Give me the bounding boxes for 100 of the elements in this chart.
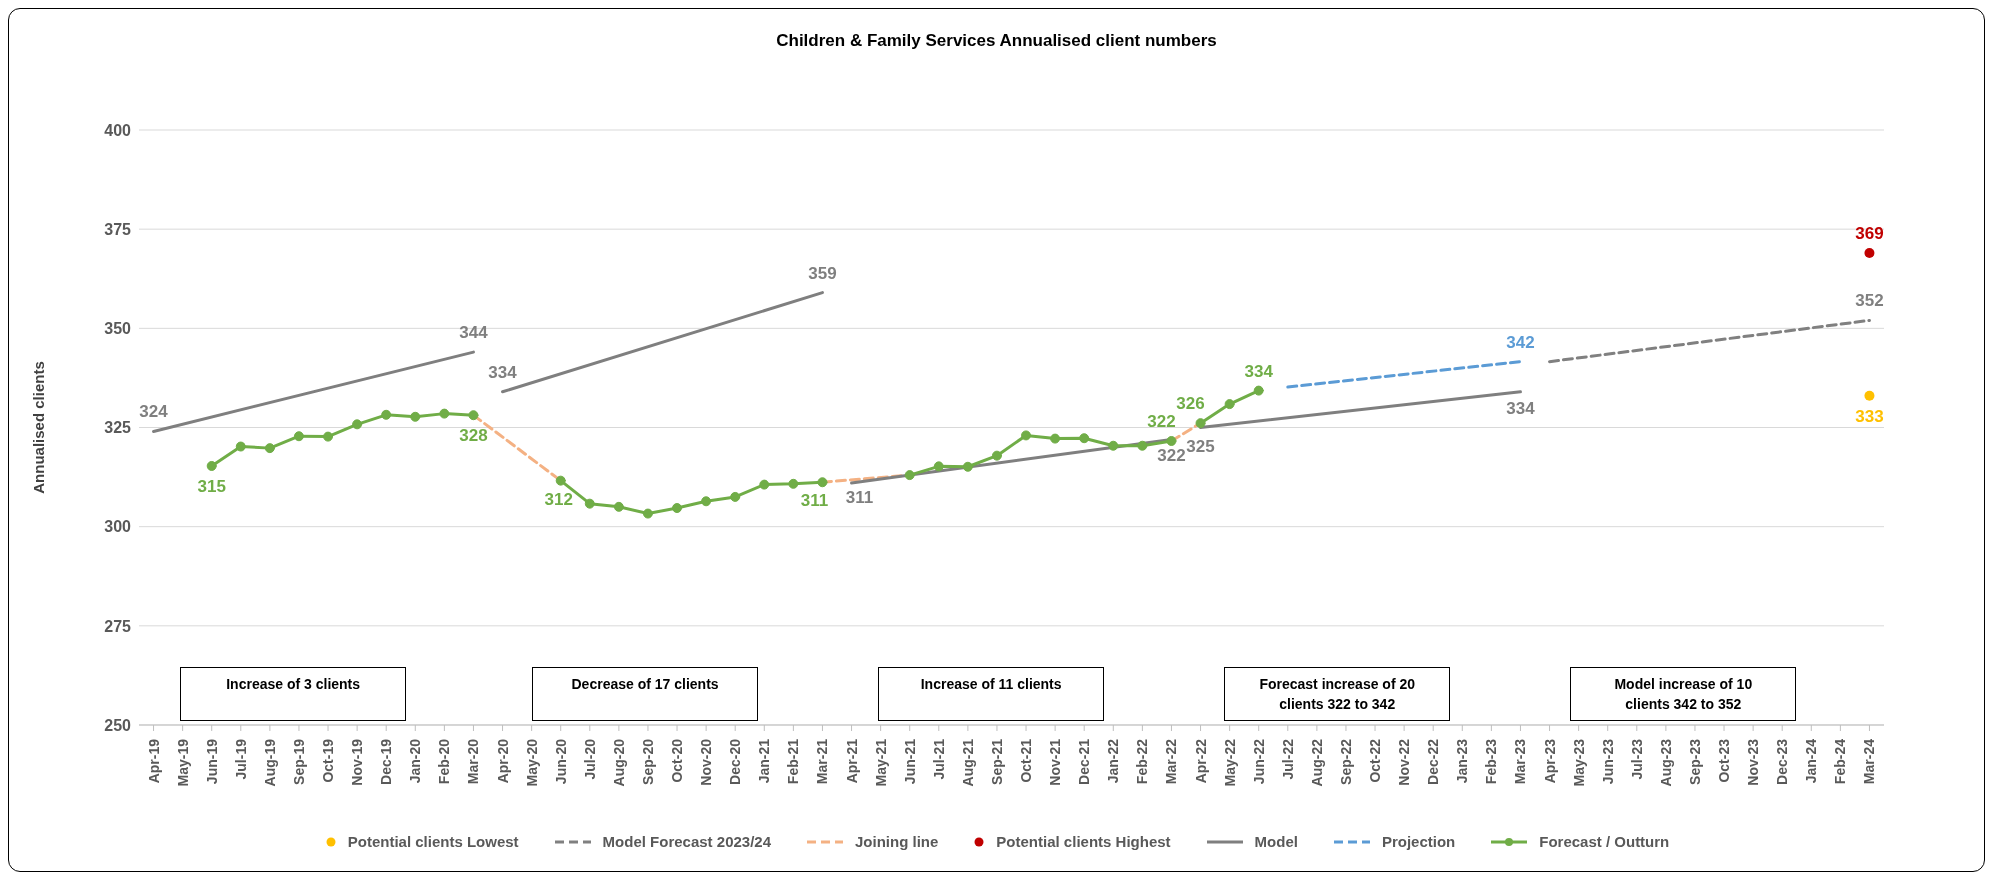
x-tick-label: Dec-22 xyxy=(1425,738,1442,785)
x-tick-label: Feb-22 xyxy=(1134,738,1151,785)
data-label: 369 xyxy=(1855,223,1884,243)
x-tick-label: May-21 xyxy=(872,738,889,787)
data-label: 359 xyxy=(808,263,837,283)
x-tick-label: Jul-20 xyxy=(581,738,598,780)
x-tick-label: Feb-23 xyxy=(1483,738,1500,785)
x-tick-label: Oct-22 xyxy=(1367,738,1384,783)
x-tick-label: Nov-23 xyxy=(1745,738,1762,786)
data-label: 322 xyxy=(1147,411,1176,431)
data-label: 325 xyxy=(1186,436,1215,456)
text-box: Decrease of 17 clients xyxy=(532,667,759,721)
x-tick-label: Jul-23 xyxy=(1628,738,1645,780)
x-tick-label: Nov-19 xyxy=(349,738,366,786)
x-tick-label: Jan-22 xyxy=(1105,738,1122,784)
x-tick-label: Mar-21 xyxy=(814,738,831,785)
data-label: 324 xyxy=(139,402,169,422)
x-tick-label: Apr-23 xyxy=(1541,738,1558,784)
x-tick-label: Jan-24 xyxy=(1803,738,1820,784)
x-tick-label: Aug-19 xyxy=(261,738,278,787)
x-tick-label: Apr-22 xyxy=(1192,738,1209,784)
data-label: 333 xyxy=(1855,406,1884,426)
x-tick-label: Sep-23 xyxy=(1686,738,1703,785)
y-tick-label: 250 xyxy=(104,716,132,734)
x-tick-label: Oct-19 xyxy=(320,738,337,783)
x-tick-label: Oct-20 xyxy=(669,738,686,783)
x-tick-label: Oct-23 xyxy=(1716,738,1733,783)
legend-label: Projection xyxy=(1381,833,1456,850)
data-label: 311 xyxy=(800,491,829,511)
legend-label: Potential clients Highest xyxy=(996,833,1171,850)
x-tick-label: May-22 xyxy=(1221,738,1238,787)
text-box: Model increase of 10 clients 342 to 352 xyxy=(1570,667,1797,721)
x-tick-label: Apr-21 xyxy=(843,738,860,784)
x-tick-label: Feb-24 xyxy=(1832,738,1849,785)
x-tick-label: Jul-22 xyxy=(1279,738,1296,780)
legend-label: Joining line xyxy=(855,833,939,850)
x-tick-label: Jan-23 xyxy=(1454,738,1471,784)
data-label: 328 xyxy=(459,426,488,446)
x-tick-label: Jul-21 xyxy=(930,738,947,780)
data-label: 334 xyxy=(488,362,518,382)
text-box: Increase of 11 clients xyxy=(878,667,1105,721)
y-tick-label: 375 xyxy=(104,220,132,238)
x-tick-label: Mar-20 xyxy=(465,738,482,785)
legend-label: Forecast / Outturn xyxy=(1539,833,1670,850)
x-tick-label: Jun-21 xyxy=(901,738,918,785)
legend-label: Model Forecast 2023/24 xyxy=(602,833,772,850)
x-tick-label: Nov-21 xyxy=(1047,738,1064,786)
x-tick-label: Jun-23 xyxy=(1599,738,1616,785)
x-tick-label: Nov-20 xyxy=(698,738,715,786)
x-tick-label: Mar-23 xyxy=(1512,738,1529,785)
x-tick-label: Jun-20 xyxy=(552,738,569,785)
y-tick-label: 275 xyxy=(104,617,132,635)
x-tick-label: Dec-20 xyxy=(727,738,744,785)
x-tick-label: Aug-20 xyxy=(610,738,627,787)
data-label: 334 xyxy=(1506,398,1536,418)
data-label: 311 xyxy=(845,488,874,508)
x-tick-label: Jun-19 xyxy=(203,738,220,785)
x-tick-label: Sep-19 xyxy=(290,738,307,785)
x-tick-label: Jan-21 xyxy=(756,738,773,784)
x-tick-label: Dec-21 xyxy=(1076,738,1093,785)
data-label: 342 xyxy=(1506,332,1535,352)
x-tick-label: Oct-21 xyxy=(1018,738,1035,783)
data-label: 315 xyxy=(197,476,226,496)
x-tick-label: Jun-22 xyxy=(1250,738,1267,785)
data-label: 322 xyxy=(1157,446,1186,466)
data-label: 344 xyxy=(459,323,489,343)
x-tick-label: Aug-23 xyxy=(1657,738,1674,787)
x-tick-label: May-20 xyxy=(523,738,540,787)
x-tick-label: Sep-22 xyxy=(1337,738,1354,785)
x-tick-label: Jan-20 xyxy=(407,738,424,784)
data-label: 312 xyxy=(544,489,573,509)
x-tick-label: Jul-19 xyxy=(232,738,249,780)
x-tick-label: Apr-19 xyxy=(145,738,162,784)
x-tick-label: May-23 xyxy=(1570,738,1587,787)
y-tick-label: 300 xyxy=(104,518,132,536)
x-tick-label: Apr-20 xyxy=(494,738,511,784)
x-tick-label: Mar-22 xyxy=(1163,738,1180,785)
legend-label: Model xyxy=(1254,833,1298,850)
x-tick-label: Aug-22 xyxy=(1308,738,1325,787)
text-box: Increase of 3 clients xyxy=(180,667,407,721)
x-tick-label: Dec-23 xyxy=(1774,738,1791,785)
data-label: 334 xyxy=(1244,361,1274,381)
x-tick-label: Dec-19 xyxy=(378,738,395,785)
x-tick-label: May-19 xyxy=(174,738,191,787)
chart-title: Children & Family Services Annualised client numbers xyxy=(775,31,1218,51)
x-tick-label: Sep-20 xyxy=(639,738,656,785)
legend-label: Potential clients Lowest xyxy=(347,833,519,850)
y-tick-label: 325 xyxy=(104,419,132,437)
x-tick-label: Nov-22 xyxy=(1396,738,1413,786)
y-tick-label: 400 xyxy=(104,121,132,139)
data-label: 352 xyxy=(1855,291,1884,311)
y-axis-title: Annualised clients xyxy=(30,361,48,494)
text-box: Forecast increase of 20 clients 322 to 342 xyxy=(1224,667,1451,721)
data-label: 326 xyxy=(1176,394,1205,414)
x-tick-label: Aug-21 xyxy=(959,738,976,787)
y-tick-label: 350 xyxy=(104,320,132,338)
x-tick-label: Sep-21 xyxy=(988,738,1005,785)
x-tick-label: Feb-20 xyxy=(436,738,453,785)
x-tick-label: Mar-24 xyxy=(1861,738,1878,785)
x-tick-label: Feb-21 xyxy=(785,738,802,785)
